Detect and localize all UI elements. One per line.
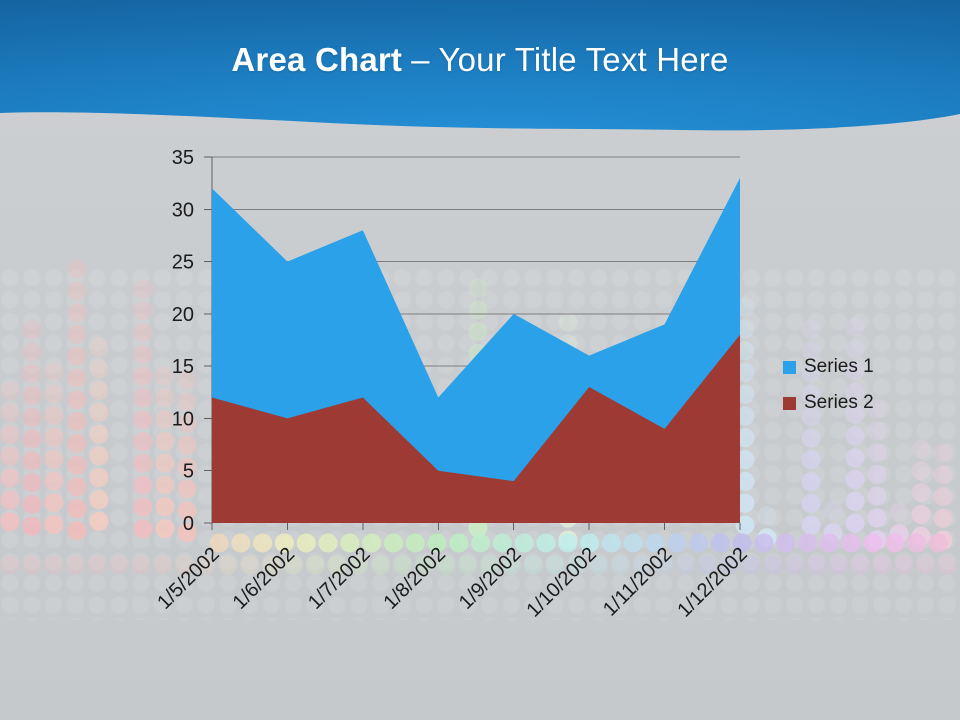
- svg-text:0: 0: [183, 513, 194, 535]
- svg-text:1/7/2002: 1/7/2002: [304, 543, 375, 614]
- svg-text:15: 15: [172, 356, 194, 378]
- axis-ticks: [204, 156, 741, 530]
- svg-text:1/11/2002: 1/11/2002: [599, 543, 676, 620]
- series-2-swatch: [783, 396, 796, 410]
- svg-text:1/5/2002: 1/5/2002: [153, 543, 224, 614]
- legend-item-series-1[interactable]: Series 1: [783, 356, 874, 378]
- series-area-2[interactable]: [212, 334, 740, 523]
- x-axis-labels: 1/5/2002 1/6/2002 1/7/2002 1/8/2002 1/9/2002…: [153, 543, 752, 621]
- svg-text:1/6/2002: 1/6/2002: [229, 543, 300, 614]
- svg-text:30: 30: [172, 199, 194, 221]
- svg-text:35: 35: [172, 147, 194, 169]
- series-1-swatch: [783, 360, 796, 374]
- svg-text:1/10/2002: 1/10/2002: [522, 543, 600, 621]
- svg-text:10: 10: [172, 408, 194, 430]
- legend-item-series-2[interactable]: Series 2: [783, 392, 874, 414]
- svg-text:1/9/2002: 1/9/2002: [455, 543, 526, 614]
- svg-text:25: 25: [172, 252, 194, 274]
- svg-text:1/12/2002: 1/12/2002: [673, 543, 751, 621]
- svg-text:20: 20: [172, 304, 194, 326]
- svg-text:1/8/2002: 1/8/2002: [379, 543, 450, 614]
- svg-text:5: 5: [183, 461, 194, 483]
- header-wave-shape: [0, 0, 960, 131]
- series-2-label: Series 2: [804, 392, 874, 413]
- y-axis-labels: 0 5 10 15 20 25 30 35: [172, 147, 194, 535]
- header-banner: [0, 0, 960, 131]
- chart-legend: Series 1 Series 2: [783, 356, 874, 428]
- title-suffix: – Your Title Text Here: [411, 41, 729, 78]
- slide-title[interactable]: Area Chart – Your Title Text Here: [0, 41, 960, 78]
- title-prefix: Area Chart: [231, 41, 403, 78]
- series-1-label: Series 1: [804, 356, 874, 377]
